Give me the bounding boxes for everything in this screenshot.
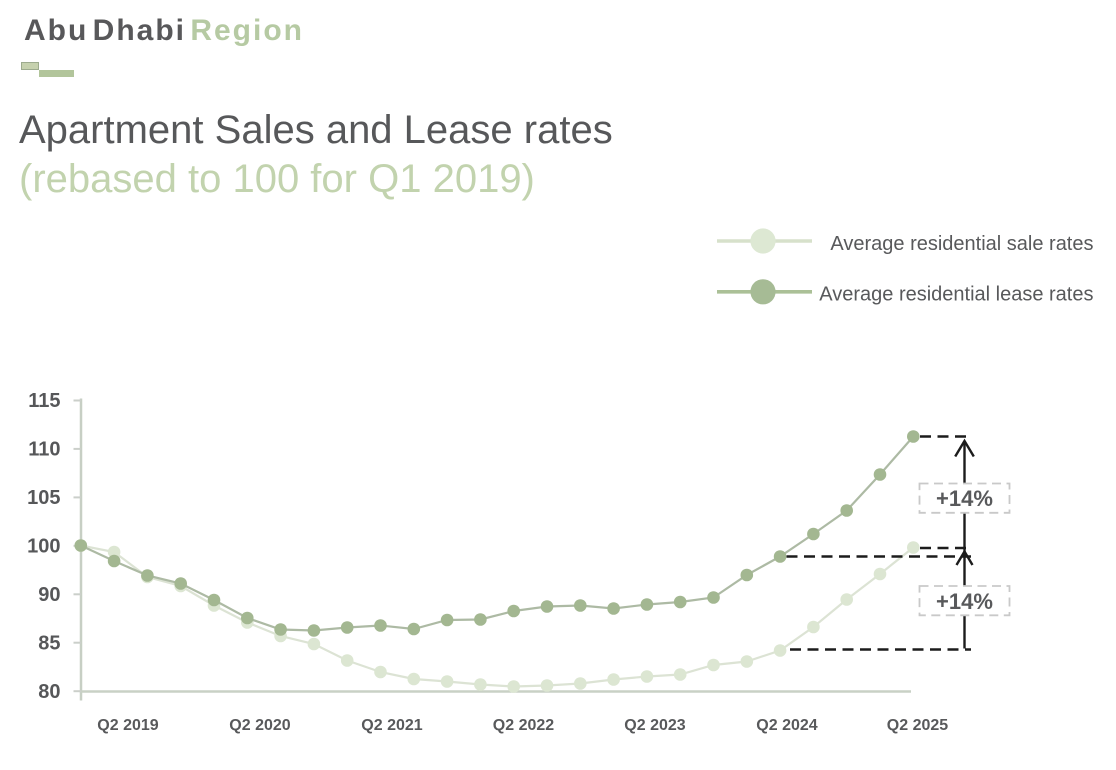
svg-text:Q2 2025: Q2 2025: [887, 717, 948, 734]
svg-text:Average residential sale rates: Average residential sale rates: [830, 233, 1093, 255]
svg-text:Q2 2023: Q2 2023: [624, 717, 685, 734]
svg-text:Q2 2022: Q2 2022: [493, 717, 554, 734]
svg-text:100: 100: [27, 536, 60, 558]
svg-text:+14%: +14%: [936, 486, 993, 511]
svg-text:110: 110: [28, 439, 60, 461]
svg-text:90: 90: [38, 584, 60, 606]
svg-text:Average residential lease rate: Average residential lease rates: [819, 284, 1093, 306]
svg-text:Q2 2020: Q2 2020: [229, 717, 290, 734]
svg-text:Q2 2019: Q2 2019: [97, 717, 158, 734]
svg-text:+14%: +14%: [936, 589, 993, 614]
svg-text:Q2 2024: Q2 2024: [756, 717, 817, 734]
svg-text:80: 80: [38, 681, 60, 703]
svg-text:85: 85: [38, 632, 60, 654]
svg-text:115: 115: [28, 390, 60, 412]
svg-text:Q2 2021: Q2 2021: [361, 717, 422, 734]
svg-text:105: 105: [27, 487, 60, 509]
